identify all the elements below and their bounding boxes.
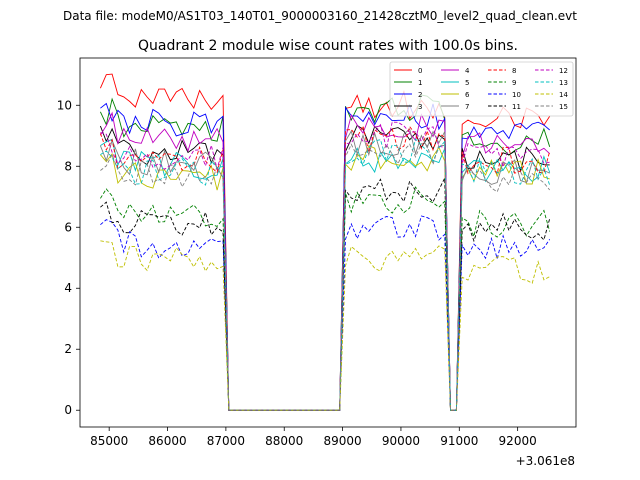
legend-label-11: 11 <box>512 103 521 111</box>
y-tick-label: 4 <box>64 281 72 295</box>
y-tick-label: 10 <box>57 98 72 112</box>
y-tick-label: 2 <box>64 342 72 356</box>
x-tick-label: 90000 <box>382 434 420 448</box>
axes-frame <box>79 57 577 428</box>
legend-label-6: 6 <box>465 91 470 99</box>
legend-label-3: 3 <box>418 103 422 111</box>
plot-area <box>99 73 551 411</box>
x-tick-label: 85000 <box>90 434 128 448</box>
legend-box <box>389 61 574 117</box>
x-tick-label: 91000 <box>440 434 478 448</box>
legend-label-10: 10 <box>512 91 521 99</box>
legend-label-0: 0 <box>418 67 422 75</box>
chart-title: Quadrant 2 module wise count rates with … <box>138 38 518 54</box>
x-tick-label: 86000 <box>148 434 186 448</box>
x-offset-label: +3.061e8 <box>516 454 575 468</box>
x-tick-label: 89000 <box>323 434 361 448</box>
legend-label-13: 13 <box>559 79 568 87</box>
series-line-11 <box>100 177 551 411</box>
y-tick-label: 6 <box>64 220 72 234</box>
legend-label-4: 4 <box>465 67 470 75</box>
legend-label-2: 2 <box>418 91 422 99</box>
series-line-15 <box>100 143 551 411</box>
x-axis-ticks: 85000 86000 87000 88000 89000 90000 91000 92000 <box>90 427 537 448</box>
series-line-14 <box>100 240 550 411</box>
x-tick-label: 88000 <box>265 434 303 448</box>
x-tick-label: 87000 <box>207 434 245 448</box>
legend-label-7: 7 <box>465 103 469 111</box>
y-axis-ticks: 0 2 4 6 8 10 <box>57 98 80 417</box>
legend-label-1: 1 <box>418 79 422 87</box>
y-tick-label: 8 <box>64 159 72 173</box>
legend-label-12: 12 <box>559 67 568 75</box>
legend-label-9: 9 <box>512 79 516 87</box>
y-tick-label: 0 <box>64 403 72 417</box>
legend-label-8: 8 <box>512 67 516 75</box>
legend-label-15: 15 <box>559 103 568 111</box>
legend-label-5: 5 <box>465 79 469 87</box>
legend-label-14: 14 <box>559 91 568 99</box>
x-tick-label: 92000 <box>499 434 537 448</box>
figure-suptitle: Data file: modeM0/AS1T03_140T01_90000031… <box>63 9 577 23</box>
